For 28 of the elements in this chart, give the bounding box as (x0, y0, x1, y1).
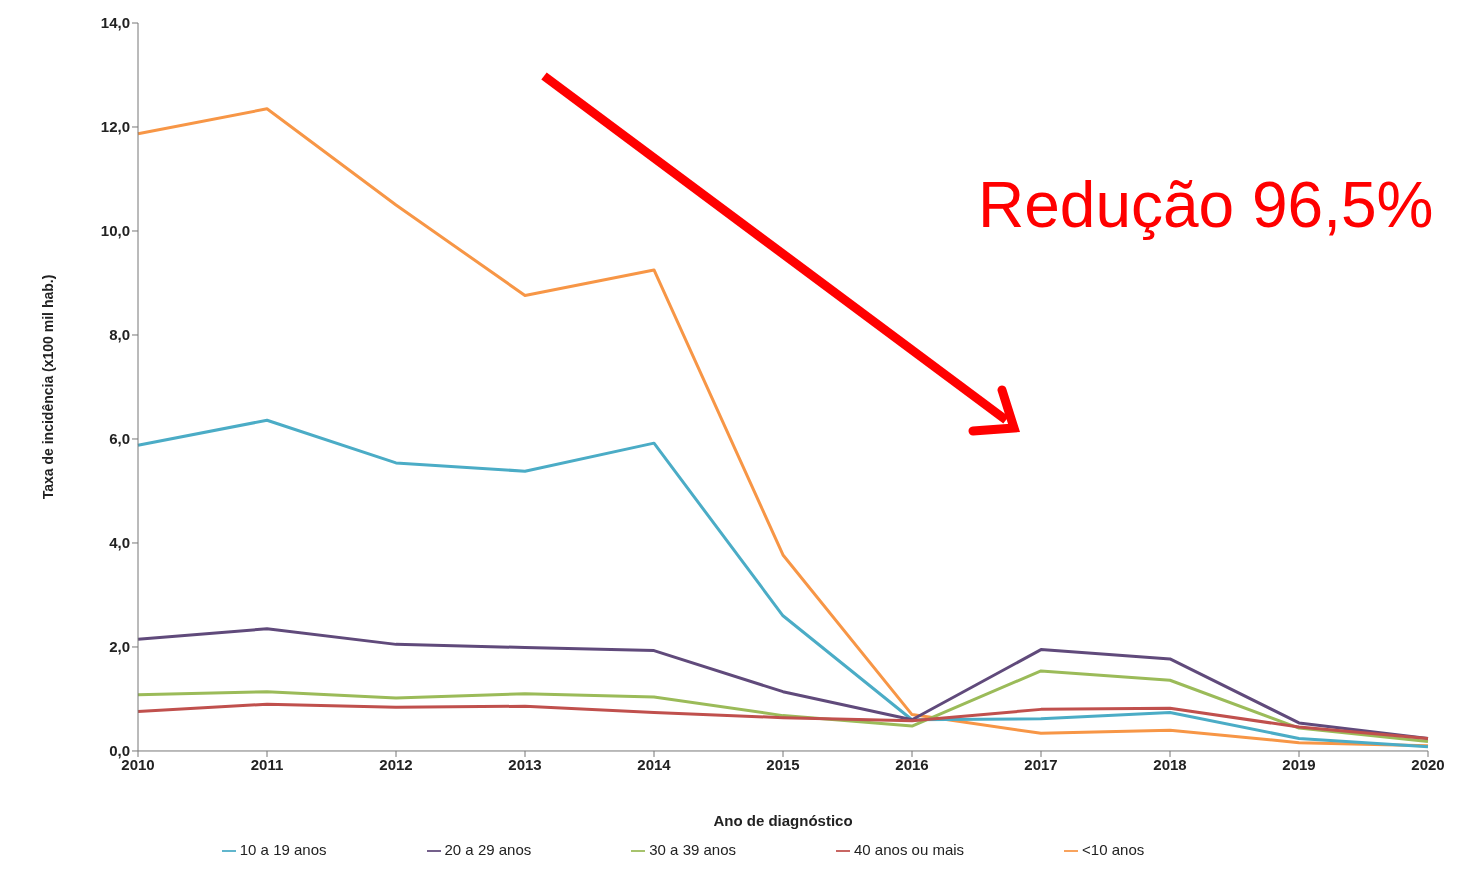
x-tick-label: 2014 (637, 755, 672, 773)
legend-label: 20 a 29 anos (444, 840, 532, 858)
y-tick-label: 8,0 (109, 326, 130, 344)
legend-label: 30 a 39 anos (649, 840, 737, 858)
y-tick-label: 14,0 (100, 14, 130, 32)
x-tick-label: 2011 (250, 755, 284, 773)
x-tick-label: 2019 (1282, 755, 1316, 773)
x-tick-label: 2015 (766, 755, 800, 773)
x-tick-label: 2013 (508, 755, 542, 773)
line-series (136, 669, 1430, 744)
y-tick-label: 2,0 (109, 638, 130, 656)
x-tick-label: 2012 (379, 755, 413, 773)
annotation: Redução 96,5% (978, 168, 1434, 242)
legend-label: <10 anos (1082, 840, 1145, 858)
x-tick-label: 2018 (1153, 755, 1187, 773)
y-tick-label: 12,0 (100, 118, 130, 136)
x-tick-label: 2016 (895, 755, 929, 773)
line-series (136, 702, 1430, 740)
y-tick-label: 4,0 (109, 534, 130, 552)
x-axis-title: Ano de diagnóstico (713, 811, 853, 829)
legend-label: 40 anos ou mais (854, 840, 965, 858)
y-tick-label: 10,0 (100, 222, 130, 240)
y-axis-title: Taxa de incidência (x100 mil hab.) (39, 274, 56, 500)
x-tick-label: 2017 (1024, 755, 1058, 773)
y-tick-label: 6,0 (109, 430, 130, 448)
x-tick-label: 2020 (1411, 755, 1445, 773)
line-series (136, 107, 1430, 748)
legend-label: 10 a 19 anos (239, 840, 327, 858)
